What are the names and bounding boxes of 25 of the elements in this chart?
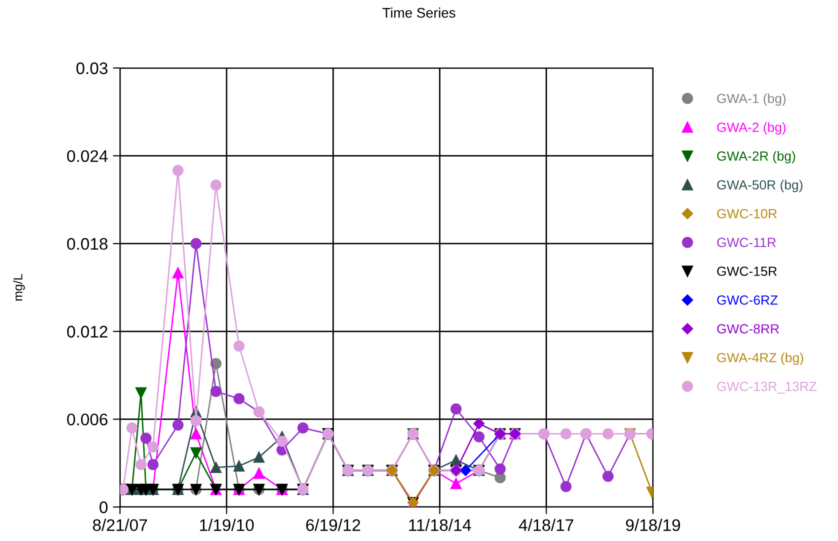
legend-label: GWC-10R [717, 209, 777, 218]
legend-label: GWC-15R [717, 266, 777, 276]
legend-label: GWC-13R_13RZ [717, 382, 817, 394]
x-tick-label: 8/21/07 [92, 518, 147, 532]
y-axis-title: mg/L [13, 274, 25, 301]
legend-label: GWA-50R (bg) [717, 180, 802, 192]
x-tick-label: 4/18/17 [518, 518, 574, 532]
legend-label: GWC-8RR [717, 324, 779, 334]
y-tick-label: 0.03 [76, 62, 108, 74]
y-tick-label: 0.024 [67, 150, 108, 162]
legend-label: GWC-6RZ [717, 295, 778, 305]
y-tick-label: 0 [100, 501, 108, 514]
legend-label: GWA-4RZ (bg) [717, 352, 804, 365]
x-tick-label: 9/18/19 [626, 518, 680, 532]
x-tick-label: 11/18/14 [409, 518, 472, 532]
chart-title: Time Series [382, 8, 456, 18]
y-tick-label: 0.006 [67, 414, 108, 426]
x-tick-label: 1/19/10 [200, 518, 254, 532]
y-tick-label: 0.012 [67, 326, 108, 338]
legend-label: GWA-1 (bg) [717, 93, 786, 106]
x-tick-label: 6/19/12 [306, 518, 360, 532]
legend-label: GWA-2R (bg) [717, 151, 796, 164]
legend-label: GWA-2 (bg) [717, 122, 786, 135]
y-tick-label: 0.018 [67, 238, 108, 250]
legend-label: GWC-11R [717, 238, 776, 248]
